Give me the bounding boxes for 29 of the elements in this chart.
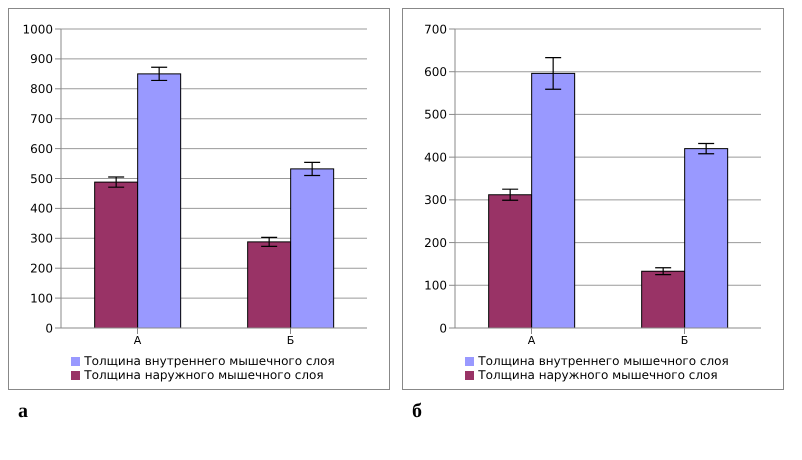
legend-label: Толщина наружного мышечного слоя	[84, 368, 324, 382]
y-tick-label: 0	[439, 321, 447, 336]
legend-label: Толщина внутреннего мышечного слоя	[478, 354, 729, 368]
y-tick-label: 400	[424, 150, 447, 164]
x-tick-label: Б	[286, 334, 294, 347]
y-tick-label: 1000	[22, 22, 53, 36]
y-tick-label: 900	[30, 52, 53, 66]
text: а	[18, 400, 29, 423]
y-tick-label: 100	[30, 291, 53, 306]
y-tick-label: 200	[30, 261, 53, 276]
y-tick-label: 600	[424, 64, 447, 79]
y-tick-label: 400	[30, 202, 53, 216]
y-tick-label: 700	[424, 22, 447, 36]
y-tick-label: 200	[424, 236, 447, 250]
y-tick-label: 300	[424, 193, 447, 208]
x-tick-label: А	[134, 334, 142, 347]
y-tick-label: 0	[45, 321, 53, 336]
y-tick-label: 700	[30, 112, 53, 126]
y-tick-label: 800	[30, 82, 53, 96]
y-tick-label: 500	[424, 108, 447, 122]
legend-label: Толщина наружного мышечного слоя	[478, 368, 718, 382]
text: б	[412, 400, 423, 423]
x-tick-label: А	[528, 334, 536, 347]
x-tick-label: Б	[680, 334, 688, 347]
y-tick-label: 300	[30, 232, 53, 246]
y-tick-label: 600	[30, 142, 53, 156]
y-tick-label: 100	[424, 278, 447, 293]
y-tick-label: 500	[30, 172, 53, 186]
legend-label: Толщина внутреннего мышечного слоя	[84, 354, 335, 368]
